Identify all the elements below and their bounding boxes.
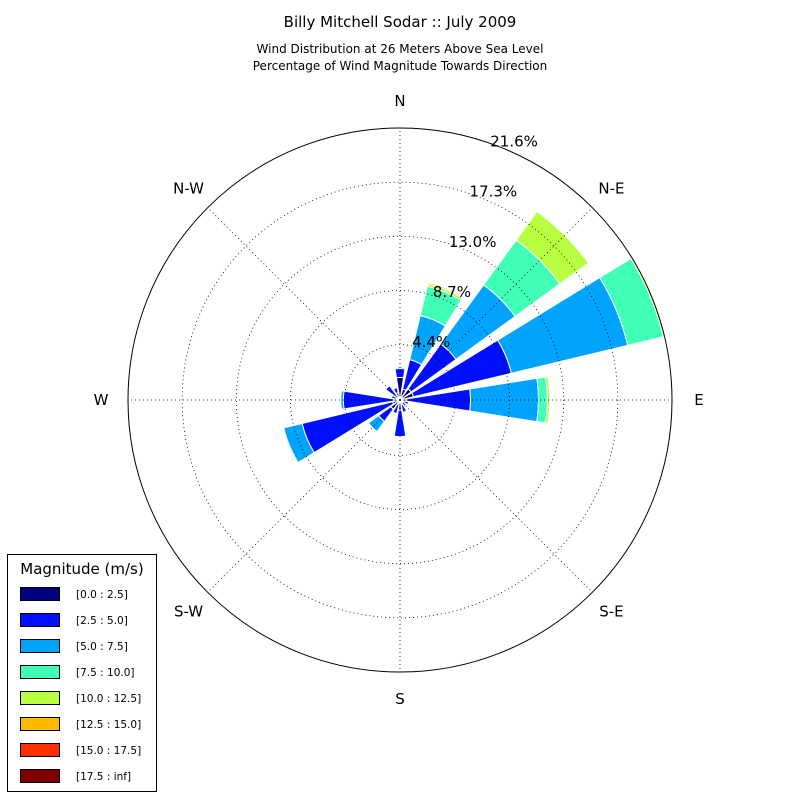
legend-swatch — [20, 691, 60, 705]
legend-label: [5.0 : 7.5] — [76, 641, 128, 653]
legend-item: [12.5 : 15.0] — [20, 717, 150, 733]
legend-label: [2.5 : 5.0] — [76, 615, 128, 627]
direction-label: E — [694, 391, 703, 409]
direction-label: W — [94, 391, 109, 409]
direction-label: N — [394, 92, 405, 110]
wind-bar-segment — [394, 368, 406, 379]
legend-title: Magnitude (m/s) — [20, 560, 144, 578]
polar-grid — [127, 127, 673, 673]
radial-tick-label: 21.6% — [490, 133, 538, 151]
legend-label: [7.5 : 10.0] — [76, 667, 135, 679]
legend-swatch — [20, 613, 60, 627]
wind-bar-segment — [340, 390, 345, 410]
wind-bar-segment — [367, 414, 386, 433]
wind-bar-segment — [392, 402, 400, 415]
wind-bar-segment — [400, 403, 408, 413]
legend-swatch — [20, 587, 60, 601]
legend-swatch — [20, 639, 60, 653]
outer-ring — [127, 127, 673, 673]
legend-label: [17.5 : inf] — [76, 771, 132, 783]
legend: Magnitude (m/s) [0.0 : 2.5] [2.5 : 5.0] [5… — [7, 554, 157, 792]
wind-bar-segment — [283, 422, 315, 464]
direction-label: S-W — [174, 602, 203, 620]
radial-tick-label: 13.0% — [449, 233, 497, 251]
chart-title: Billy Mitchell Sodar :: July 2009 — [283, 13, 517, 31]
wind-bar-segment — [515, 210, 590, 285]
chart-subtitle-line-2: Percentage of Wind Magnitude Towards Dir… — [252, 59, 548, 73]
radial-gridline — [207, 207, 401, 401]
radial-tick-label: 8.7% — [433, 283, 471, 301]
legend-item: [2.5 : 5.0] — [20, 613, 150, 629]
ring-gridline — [181, 181, 619, 619]
legend-label: [0.0 : 2.5] — [76, 589, 128, 601]
legend-item: [0.0 : 2.5] — [20, 587, 150, 603]
wind-bar-segment — [536, 376, 548, 424]
wind-bar-segment — [401, 399, 410, 406]
wind-bar-segment — [392, 387, 399, 395]
legend-swatch — [20, 717, 60, 731]
polar-labels: 4.4% 8.7% 13.0% 17.3% 21.6% E N-E N N-W W S-W S S-E — [94, 92, 704, 708]
radial-tick-label: 17.3% — [470, 183, 518, 201]
legend-item: [5.0 : 7.5] — [20, 639, 150, 655]
radial-gridline — [399, 207, 593, 401]
legend-swatch — [20, 769, 60, 783]
radial-gridline — [399, 399, 593, 593]
direction-label: N-W — [173, 180, 204, 198]
direction-label: S-E — [599, 602, 623, 620]
wind-bar-segment — [390, 394, 398, 400]
legend-item: [17.5 : inf] — [20, 769, 150, 785]
legend-label: [10.0 : 12.5] — [76, 693, 142, 705]
chart-subtitle-line-1: Wind Distribution at 26 Meters Above Sea… — [256, 42, 544, 56]
ring-gridline — [344, 344, 456, 456]
direction-label: S — [395, 690, 405, 708]
wind-bar-segment — [394, 366, 406, 370]
wind-bar-segment — [427, 281, 464, 299]
legend-label: [12.5 : 15.0] — [76, 719, 142, 731]
legend-item: [15.0 : 17.5] — [20, 743, 150, 759]
direction-label: N-E — [598, 180, 624, 198]
radial-tick-label: 4.4% — [412, 333, 450, 351]
wind-bar-segment — [544, 375, 551, 425]
legend-item: [10.0 : 12.5] — [20, 691, 150, 707]
legend-swatch — [20, 665, 60, 679]
wind-bar-segment — [393, 409, 407, 438]
ring-gridline — [235, 235, 565, 565]
legend-item: [7.5 : 10.0] — [20, 665, 150, 681]
legend-swatch — [20, 743, 60, 757]
legend-label: [15.0 : 17.5] — [76, 745, 142, 757]
radial-gridline — [207, 399, 401, 593]
